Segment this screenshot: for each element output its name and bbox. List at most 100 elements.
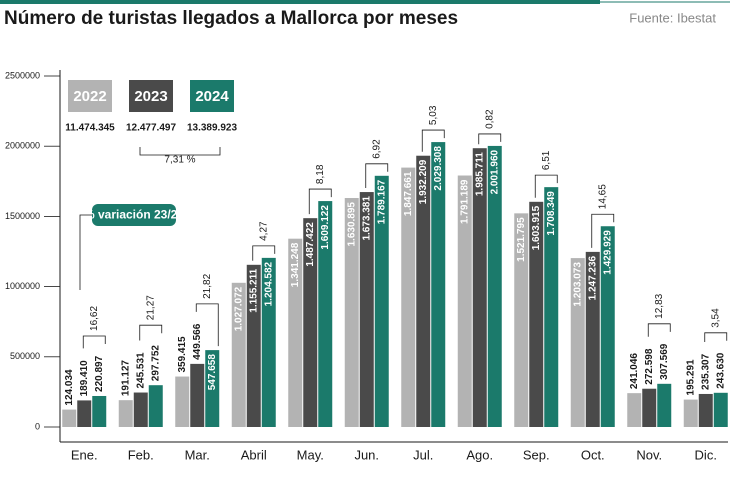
variation-label: 0,82 [484, 109, 495, 129]
value-label: 1.932.209 [418, 159, 429, 204]
value-label: 359.415 [177, 336, 188, 373]
legend-label: 2023 [134, 88, 167, 105]
bar [472, 148, 487, 427]
x-tick-label: Oct. [581, 447, 605, 462]
bar [148, 385, 163, 427]
value-label: 243.630 [715, 352, 726, 389]
value-label: 1.708.349 [546, 191, 557, 236]
bar [544, 187, 559, 427]
value-label: 2.029.308 [433, 146, 444, 191]
title-rule [0, 0, 600, 4]
value-label: 245.531 [135, 352, 146, 389]
chart-title: Número de turistas llegados a Mallorca p… [4, 8, 458, 29]
y-tick-label: 2500000 [5, 70, 40, 80]
total-variation: 7,31 % [164, 155, 195, 166]
bar [529, 201, 544, 427]
x-tick-label: Mar. [185, 447, 210, 462]
bar [431, 142, 446, 428]
bar [133, 392, 148, 427]
bar [514, 213, 529, 427]
bar [190, 363, 205, 427]
bar [600, 226, 615, 427]
bar [359, 192, 374, 427]
series-total: 12.477.497 [126, 123, 176, 134]
variation-bracket [139, 324, 163, 341]
bar [261, 257, 276, 427]
variation-bracket [478, 133, 502, 145]
value-label: 449.566 [192, 323, 203, 360]
value-label: 307.569 [659, 343, 670, 380]
value-label: 1.609.122 [320, 205, 331, 250]
bar [288, 238, 303, 427]
bar [585, 251, 600, 427]
x-tick-label: Jun. [354, 447, 379, 462]
variation-label: 5,03 [428, 105, 439, 125]
variation-label: 3,54 [710, 308, 721, 328]
bar [401, 167, 416, 428]
legend-swatch [129, 80, 173, 112]
bar [683, 399, 698, 427]
bar [416, 155, 431, 428]
bar [344, 198, 359, 427]
value-label: 1.027.072 [233, 286, 244, 331]
value-label: 297.752 [150, 345, 161, 382]
bar [570, 258, 585, 427]
bar [118, 400, 133, 427]
value-label: 1.487.422 [305, 222, 316, 267]
value-label: 1.155.211 [248, 268, 259, 312]
x-tick-label: Ene. [71, 447, 98, 462]
x-tick-label: Nov. [636, 447, 662, 462]
variation-bracket [195, 303, 219, 347]
variation-bracket [421, 129, 445, 152]
variation-badge [92, 204, 176, 226]
value-label: 1.985.711 [474, 152, 485, 196]
value-label: 220.897 [94, 355, 105, 392]
legend-swatch [190, 80, 234, 112]
variation-bracket [308, 188, 332, 215]
x-tick-label: May. [297, 447, 324, 462]
x-tick-label: Ago. [466, 447, 493, 462]
variation-bracket [647, 323, 671, 337]
value-label: 1.203.073 [572, 262, 583, 307]
series-total: 13.389.923 [187, 123, 237, 134]
value-label: 1.603.915 [531, 205, 542, 250]
variation-bracket [82, 335, 106, 349]
variation-label: 8,18 [315, 164, 326, 184]
variation-bracket [704, 332, 728, 342]
value-label: 1.630.895 [346, 202, 357, 247]
bar [246, 264, 261, 427]
value-label: 1.847.661 [403, 171, 414, 216]
bar [642, 388, 657, 427]
legend-label: 2024 [195, 88, 229, 105]
value-label: 272.598 [644, 348, 655, 385]
bar [92, 395, 107, 427]
bar [457, 175, 472, 427]
value-label: 1.791.189 [459, 179, 470, 224]
bar [713, 392, 728, 427]
variation-label: 12,83 [654, 293, 665, 318]
value-label: 1.247.236 [587, 255, 598, 300]
bar [627, 393, 642, 427]
legend-swatch [68, 80, 112, 112]
value-label: 241.046 [629, 353, 640, 390]
value-label: 547.658 [207, 354, 218, 391]
value-label: 1.429.929 [602, 230, 613, 275]
bar [698, 393, 713, 427]
y-tick-label: 1000000 [5, 281, 40, 291]
variation-bracket [252, 245, 276, 261]
value-label: 1.521.795 [516, 217, 527, 262]
bar [77, 400, 92, 427]
x-tick-label: Abril [241, 447, 267, 462]
x-tick-label: Feb. [128, 447, 154, 462]
bar [487, 145, 502, 428]
series-total: 11.474.345 [65, 123, 115, 134]
variation-bracket [365, 163, 389, 189]
source: Fuente: Ibestat [629, 10, 716, 25]
value-label: 195.291 [685, 359, 696, 396]
y-tick-label: 1500000 [5, 211, 40, 221]
value-label: 124.034 [64, 369, 75, 406]
variation-label: 6,51 [541, 150, 552, 170]
variation-pointer [79, 214, 92, 290]
variation-label: 21,82 [202, 273, 213, 298]
